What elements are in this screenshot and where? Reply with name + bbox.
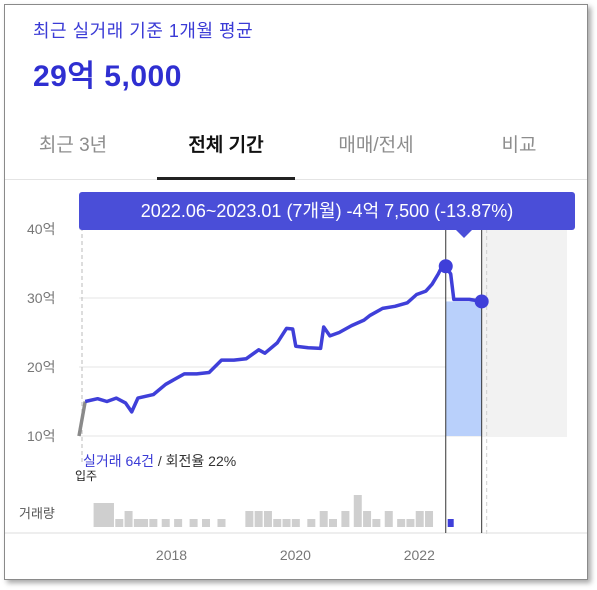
tab-sale-lease[interactable]: 매매/전세 [338,135,414,156]
range-markers [438,259,489,309]
volume-bar [282,519,291,527]
volume-axis-label: 거래량 [19,506,55,521]
period-tabs: 최근 3년 전체 기간 매매/전세 비교 [5,113,587,180]
range-start-marker [438,259,453,274]
x-tick-label: 2020 [279,547,311,563]
range-change-tooltip: 2022.06~2023.01 (7개월) -4억 7,500 (-13.87%… [79,192,575,230]
volume-bar [263,511,272,527]
tab-all-period[interactable]: 전체 기간 [157,113,295,180]
volume-bar-highlight [447,519,454,527]
x-tick-label: 2022 [403,547,435,563]
volume-bar [149,519,158,527]
y-tick-label: 30억 [27,290,56,306]
x-tick-label: 2018 [155,547,188,563]
future-area [481,229,567,436]
highlight-range [445,225,483,533]
chart-series [77,264,482,437]
volume-bar [341,511,350,527]
volume-bar [406,519,415,527]
volume-bar [363,511,372,527]
pre-series-line [77,401,87,437]
volume-bar [425,511,434,527]
volume-bar [291,519,300,527]
volume-bar [319,511,328,527]
tooltip-pointer [456,230,472,238]
volume-bar [397,519,406,527]
volume-bar [245,511,254,527]
chart-gridlines [5,227,587,535]
turnover-rate: / 회전율 22% [157,453,237,469]
volume-bar [329,519,337,527]
tab-compare[interactable]: 비교 [501,135,537,156]
volume-bar [372,519,381,527]
y-tick-label: 40억 [27,221,56,237]
volume-bar [124,511,133,527]
volume-bar [115,519,124,527]
volume-bar [415,511,424,527]
volume-bar [307,519,316,527]
volume-bars [93,495,454,527]
range-end-marker [474,294,489,309]
move-in-marker-label: 입주 [75,469,98,483]
average-price: 29억 5,000 [33,60,182,93]
volume-bar [254,511,263,527]
volume-bar [99,503,108,527]
volume-bar [273,519,282,527]
volume-bar [189,519,198,527]
volume-bar [217,519,226,527]
transaction-count[interactable]: 실거래 64건 [83,453,154,469]
volume-bar [140,519,149,527]
volume-bar [202,519,210,527]
price-chart-card: 최근 실거래 기준 1개월 평균 29억 5,000 최근 3년 전체 기간 매… [4,4,588,580]
volume-bar [93,503,102,527]
y-tick-label: 20억 [27,359,56,375]
highlight-fill [445,301,482,436]
volume-bar [161,519,170,527]
y-tick-label: 10억 [27,428,56,444]
transaction-stats: 실거래 64건 / 회전율 22% [83,451,236,471]
tab-recent-3-years[interactable]: 최근 3년 [38,135,108,156]
price-line-chart[interactable] [5,5,587,579]
volume-bar [384,511,393,527]
volume-bar [105,503,114,527]
price-basis-label: 최근 실거래 기준 1개월 평균 [33,21,254,41]
volume-bar [353,495,362,527]
volume-bar [174,519,183,527]
volume-bar [133,519,142,527]
price-series-line [84,264,482,414]
